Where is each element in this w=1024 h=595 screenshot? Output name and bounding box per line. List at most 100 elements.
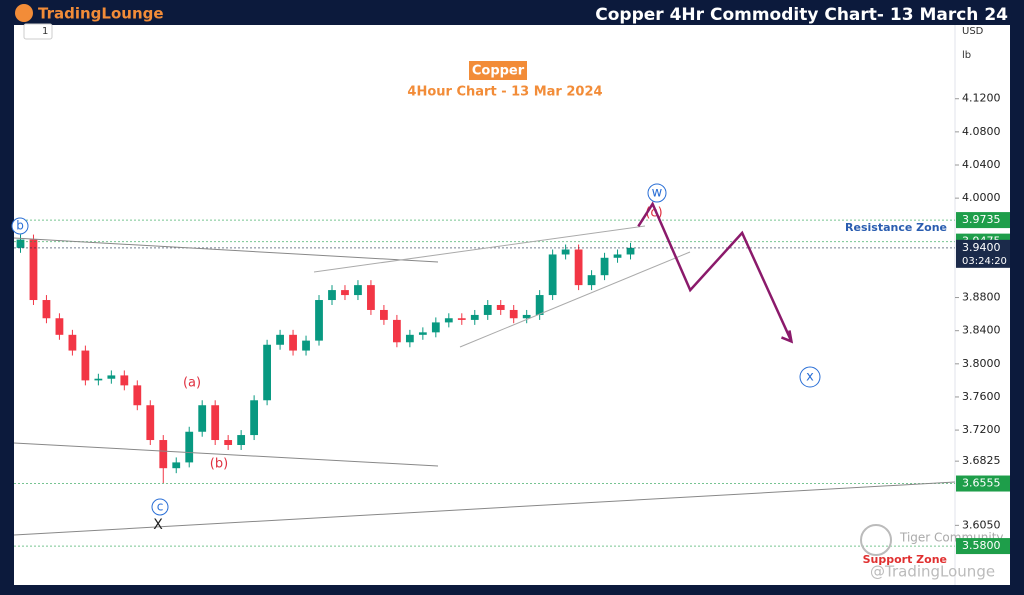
candle-body	[341, 290, 349, 296]
wave-circle	[647, 183, 667, 203]
candle-body	[289, 334, 297, 351]
trend-line	[13, 237, 439, 263]
candle-body	[185, 431, 194, 463]
candle-body	[328, 290, 336, 301]
candle-body	[263, 344, 271, 401]
candle-body	[29, 239, 38, 301]
price-badge	[956, 212, 1010, 229]
y-tick-label: 3.8400	[962, 324, 1001, 337]
price-badge	[956, 538, 1010, 555]
candle-body	[94, 378, 103, 381]
watermark-icon	[860, 524, 892, 556]
candle-body	[496, 305, 505, 310]
candle-body	[535, 295, 544, 315]
candle-body	[354, 285, 362, 296]
candle-body	[444, 318, 453, 323]
candle-body	[16, 239, 25, 248]
candle-body	[600, 257, 609, 276]
y-tick-label: 4.1200	[962, 92, 1001, 105]
candle-body	[548, 254, 557, 296]
candle-body	[470, 314, 479, 320]
candle-body	[613, 254, 622, 258]
y-tick-label: 3.6825	[962, 454, 1001, 467]
y-tick-label: 4.0400	[962, 158, 1001, 171]
wave-label: (b)	[210, 457, 228, 472]
candle-body	[276, 334, 284, 345]
zone-label: Resistance Zone	[845, 221, 947, 234]
logo-icon	[15, 4, 33, 22]
candle-body	[42, 300, 51, 319]
interval-label: 1	[42, 26, 48, 37]
candle-body	[405, 334, 414, 343]
candle-body	[509, 309, 518, 319]
candle-body	[172, 462, 181, 469]
y-tick-label: 3.8000	[962, 357, 1001, 370]
price-badge-label: 3.9735	[962, 213, 1001, 226]
y-tick-label: 3.7600	[962, 390, 1001, 403]
candle-body	[237, 435, 246, 445]
wave-label: x	[806, 370, 814, 385]
candle-body	[198, 405, 207, 432]
y-tick-label: 4.0000	[962, 191, 1001, 204]
candle-body	[522, 314, 531, 319]
y-tick-label: 4.0800	[962, 125, 1001, 138]
candle-body	[81, 350, 90, 381]
projection-arrowhead	[780, 330, 794, 344]
price-badge	[956, 239, 1010, 268]
candle-body	[574, 249, 583, 286]
wave-label: X	[153, 517, 163, 533]
candle-body	[626, 247, 635, 255]
price-badge-label: 3.9400	[962, 241, 1001, 254]
y-tick-label: 3.6050	[962, 518, 1001, 531]
candle-body	[302, 340, 310, 351]
price-badge-label: 3.5800	[962, 539, 1001, 552]
candle-body	[457, 318, 466, 320]
candle-body	[561, 249, 570, 255]
candle-body	[55, 318, 64, 335]
y-tick-label: 3.7200	[962, 423, 1001, 436]
candle-body	[380, 309, 388, 320]
candle-body	[68, 334, 77, 351]
countdown: 03:24:20	[962, 256, 1007, 267]
subtitle: 4Hour Chart - 13 Mar 2024	[407, 85, 602, 100]
candle-body	[120, 375, 129, 386]
candle-body	[211, 405, 220, 441]
interval-button[interactable]	[23, 23, 53, 40]
currency: USD	[962, 26, 984, 37]
candle-body	[250, 400, 259, 436]
wave-label: w	[652, 186, 663, 201]
candle-body	[587, 275, 596, 286]
candle-body	[107, 375, 116, 379]
candle-body	[418, 332, 427, 335]
trend-line	[13, 442, 439, 467]
projection-path	[637, 201, 793, 342]
candle-body	[483, 305, 492, 315]
candle-body	[315, 300, 323, 341]
subtitle-box-text: Copper	[472, 64, 525, 79]
trend-line	[13, 481, 956, 536]
candle-body	[431, 322, 440, 333]
plot-bg	[14, 25, 1010, 585]
zone-label: Support Zone	[863, 553, 947, 566]
trend-line	[459, 251, 691, 348]
candle-body	[159, 440, 168, 469]
wave-label: b	[16, 219, 24, 233]
chart-title: Copper 4Hr Commodity Chart- 13 March 24	[595, 5, 1008, 25]
price-badge-label: 3.6555	[962, 477, 1001, 490]
price-badge	[956, 475, 1010, 492]
wave-circle	[11, 217, 29, 235]
brand: TradingLounge	[38, 5, 164, 23]
unit: lb	[962, 50, 971, 61]
wave-circle	[151, 498, 169, 516]
wave-label: (a)	[183, 376, 201, 391]
watermark: @TradingLounge	[870, 563, 995, 581]
wave-circle	[799, 366, 821, 388]
candle-body	[367, 285, 375, 310]
y-tick-label: 3.8800	[962, 291, 1001, 304]
subtitle-box	[469, 61, 527, 80]
candle-body	[224, 440, 233, 445]
candle-body	[133, 385, 142, 406]
candle-body	[392, 319, 401, 343]
